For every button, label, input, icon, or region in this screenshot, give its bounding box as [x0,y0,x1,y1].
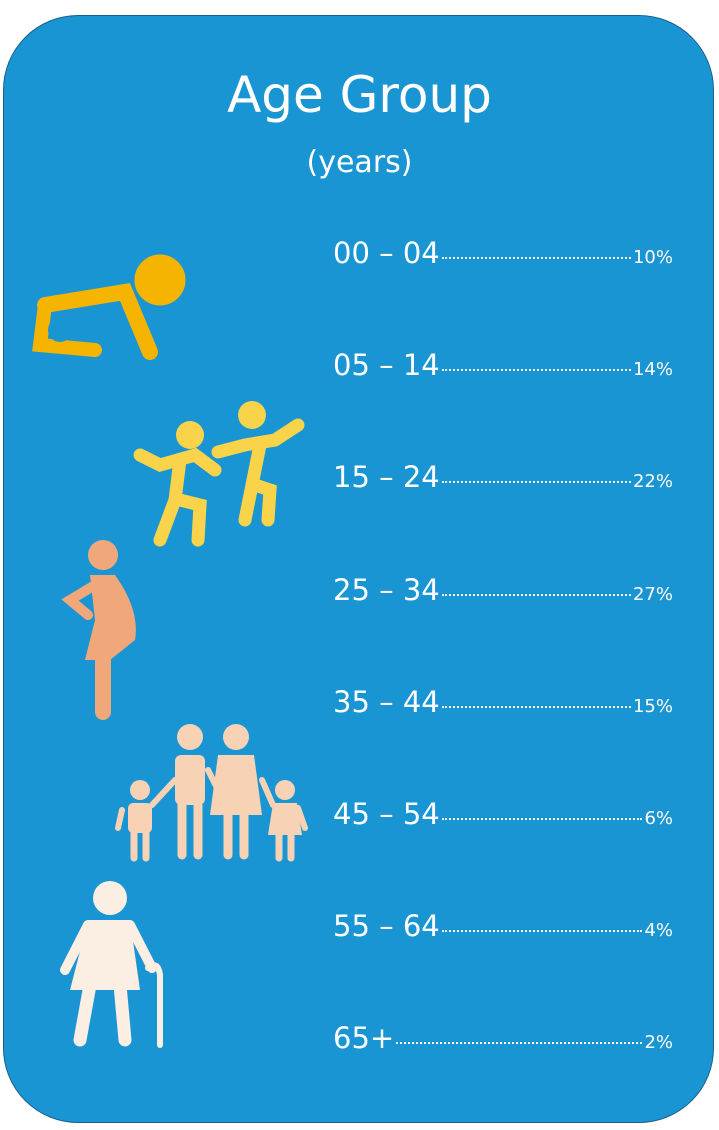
age-label: 15 – 24 [333,460,440,495]
dot-leader [441,257,631,259]
age-label: 65+ [333,1021,395,1056]
dot-leader [441,705,631,708]
dot-leader [441,593,631,596]
age-row: 65+ 2% [333,1021,673,1055]
age-share: 10% [632,247,673,268]
age-share: 2% [644,1032,673,1054]
age-label: 25 – 34 [333,572,440,607]
family-icon [115,724,308,862]
age-row: 55 – 64 4% [333,909,673,943]
age-label: 45 – 54 [333,797,440,831]
dot-leader [396,1042,643,1045]
elder-icon [60,881,163,1048]
age-label: 00 – 04 [333,236,440,270]
subtitle: (years) [306,145,413,180]
dot-leader [441,369,631,372]
age-row: 25 – 34 27% [333,573,673,607]
dot-leader [441,818,643,820]
title: Age Group [227,66,492,124]
age-row: 05 – 14 14% [333,348,673,382]
age-label: 05 – 14 [333,348,440,383]
age-share: 22% [632,471,673,493]
age-label: 55 – 64 [333,909,440,944]
dot-leader [441,481,631,484]
age-share: 15% [632,695,673,717]
age-share: 4% [644,920,673,942]
dot-leader [441,930,643,933]
age-row: 45 – 54 6% [333,797,673,831]
age-row: 00 – 04 10% [333,236,673,270]
age-share: 27% [632,583,673,605]
pregnant-icon [61,540,136,720]
age-share: 6% [644,808,673,829]
age-share: 14% [632,359,673,381]
age-row: 35 – 44 15% [333,685,673,719]
baby-icon [32,254,186,360]
age-row: 15 – 24 22% [333,460,673,494]
dancers-icon [133,401,305,547]
age-label: 35 – 44 [333,684,440,719]
